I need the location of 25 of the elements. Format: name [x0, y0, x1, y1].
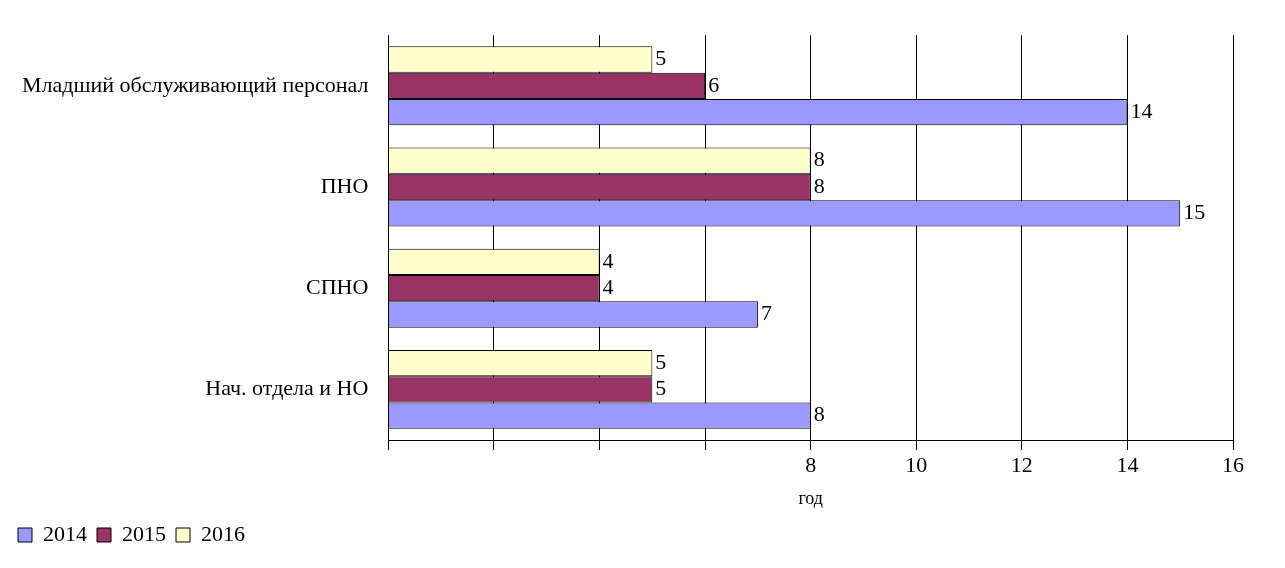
- data-label: 4: [602, 273, 614, 299]
- y-tick-label: ПНО: [320, 172, 369, 198]
- x-tick-label: 8: [805, 451, 817, 477]
- data-label: 8: [813, 172, 825, 198]
- data-label: 5: [655, 375, 667, 401]
- legend-label: 2016: [201, 520, 245, 546]
- x-axis-title: год: [798, 487, 823, 508]
- data-label: 4: [602, 247, 614, 273]
- x-tick-label: 12: [1010, 451, 1033, 477]
- data-label: 7: [760, 300, 772, 326]
- legend-label: 2014: [43, 520, 87, 546]
- y-tick-label: СПНО: [306, 273, 369, 299]
- data-label: 8: [813, 401, 825, 427]
- data-label: 15: [1183, 199, 1206, 225]
- data-label: 8: [813, 146, 825, 172]
- y-tick-label: Нач. отдела и НО: [205, 375, 369, 401]
- data-label: 14: [1130, 97, 1153, 123]
- x-tick-label: 10: [905, 451, 928, 477]
- legend-label: 2015: [122, 520, 166, 546]
- y-tick-label: Младший обслуживающий персонал: [22, 71, 369, 97]
- x-tick-label: 16: [1222, 451, 1244, 477]
- x-tick-label: 14: [1116, 451, 1139, 477]
- data-label: 6: [708, 71, 720, 97]
- data-label: 5: [655, 45, 667, 71]
- data-label: 5: [655, 348, 667, 374]
